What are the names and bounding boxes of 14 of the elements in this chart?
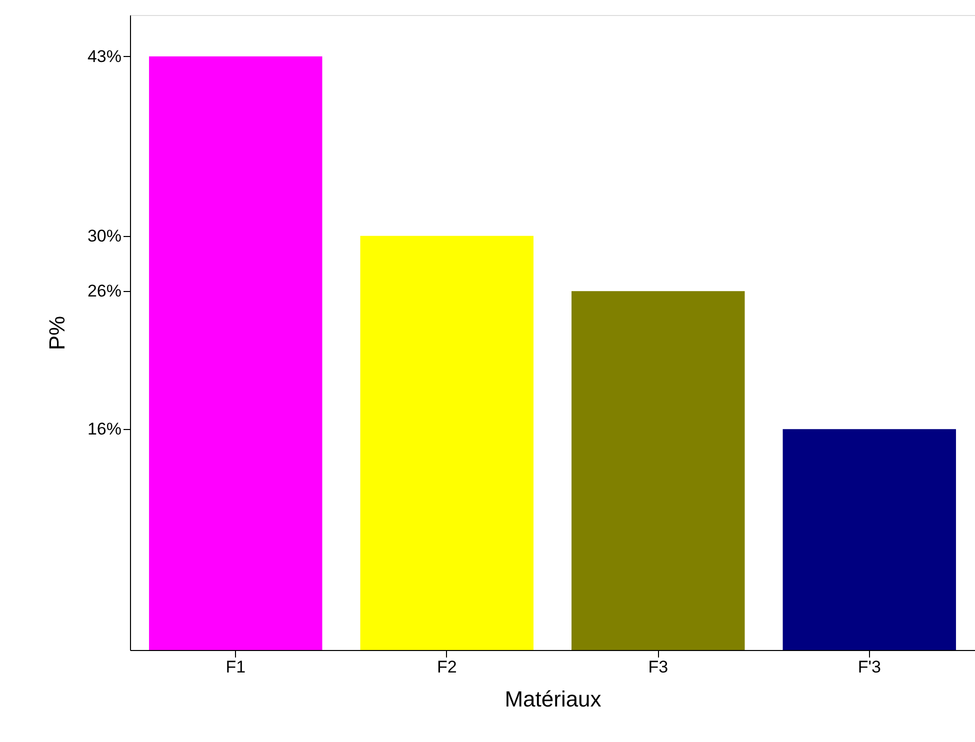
x-tick-label: F'3 [858,658,881,676]
y-tick-label: 30% [87,226,122,246]
bar [782,429,956,650]
y-tick-label: 16% [87,420,122,439]
bar [149,56,322,650]
x-axis-title: Matériaux [504,686,602,712]
bar [572,291,745,650]
bar [360,236,534,650]
y-tick-label: 26% [87,282,122,301]
x-tick-label: F1 [226,658,246,676]
x-tick-label: F2 [436,658,457,676]
y-tick-label: 43% [87,46,122,66]
x-tick-label: F3 [648,658,668,676]
y-axis-title: P% [44,316,70,350]
